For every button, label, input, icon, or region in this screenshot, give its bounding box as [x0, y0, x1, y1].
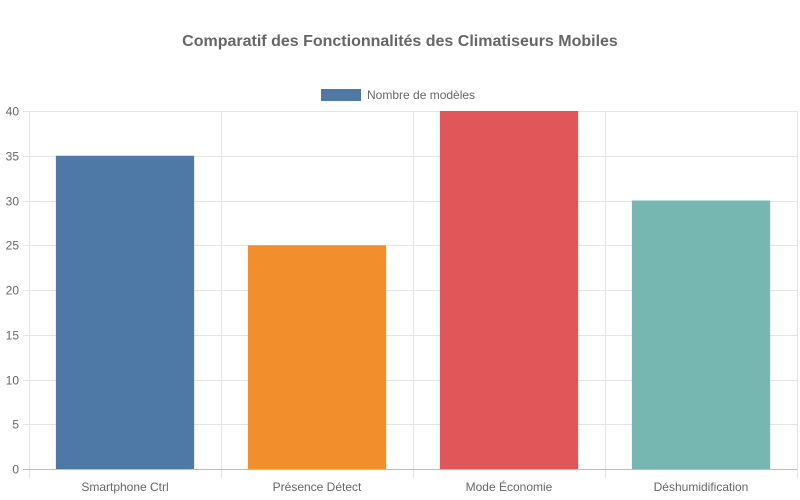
x-tick-label: Présence Détect [273, 480, 362, 494]
bar[interactable] [247, 245, 387, 469]
x-tick-label: Mode Économie [466, 479, 553, 494]
y-tick-label: 35 [6, 150, 20, 164]
bar[interactable] [631, 200, 771, 470]
y-tick-label: 25 [6, 239, 20, 253]
bar[interactable] [55, 155, 195, 469]
y-tick-label: 0 [12, 463, 19, 477]
y-tick-label: 30 [6, 195, 20, 209]
chart-title: Comparatif des Fonctionnalités des Clima… [182, 33, 618, 50]
legend-label: Nombre de modèles [367, 88, 475, 102]
bars [55, 111, 771, 470]
x-tick-label: Déshumidification [654, 480, 749, 494]
legend[interactable]: Nombre de modèles [321, 88, 475, 102]
y-tick-label: 20 [6, 284, 20, 298]
y-tick-label: 5 [12, 418, 19, 432]
legend-swatch [321, 89, 361, 101]
y-tick-label: 10 [6, 374, 20, 388]
x-tick-label: Smartphone Ctrl [81, 480, 168, 494]
axes: 0 5 10 15 20 25 30 35 40 Smartphone Ctrl Présence … [6, 105, 797, 494]
y-tick-label: 15 [6, 329, 20, 343]
y-tick-label: 40 [6, 105, 20, 119]
bar[interactable] [439, 111, 579, 469]
